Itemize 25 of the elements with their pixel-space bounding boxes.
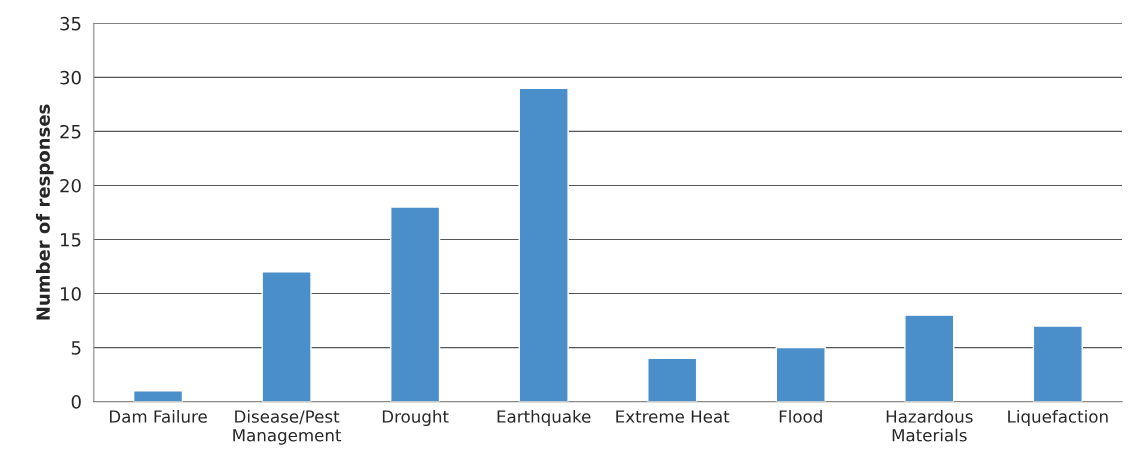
y-tick-label: 10 [60,287,81,301]
x-tick-label: Drought [382,409,449,427]
y-tick-label: 25 [60,124,81,139]
y-tick-label: 35 [60,16,81,31]
bar [775,346,826,402]
bar [132,390,184,402]
bar [261,271,312,402]
y-tick-label: 30 [60,70,81,85]
y-axis-title: Number of responses [35,104,54,320]
bar [647,357,698,402]
bar [518,87,569,402]
x-tick-label: Earthquake [497,409,591,427]
bar [1032,325,1083,402]
x-tick-label: Disease/Pest Management [233,409,342,445]
x-tick-label: Hazardous Materials [886,409,973,442]
x-tick-label: Liquefaction [1008,409,1108,427]
bar [390,206,441,402]
bar [904,314,955,402]
y-tick-label: 0 [71,395,81,409]
x-tick-label: Flood [779,409,822,423]
y-tick-label: 5 [71,341,81,355]
y-tick-label: 15 [60,233,81,247]
x-tick-label: Dam Failure [109,409,207,423]
y-tick-label: 20 [60,178,81,193]
x-tick-label: Extreme Heat [616,410,730,423]
